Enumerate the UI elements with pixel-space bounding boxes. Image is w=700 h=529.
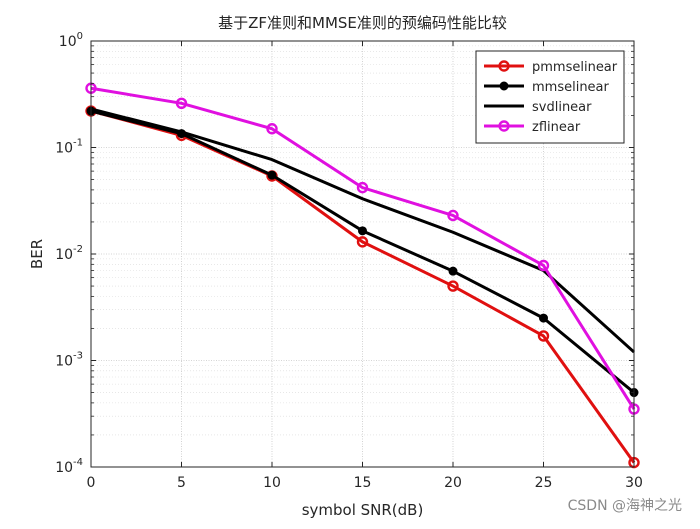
y-tick-label: 10-2	[55, 244, 83, 263]
x-tick-label: 20	[444, 475, 462, 491]
x-tick-label: 10	[263, 475, 281, 491]
legend-marker	[498, 120, 510, 132]
y-tick-label: 10-1	[55, 138, 83, 157]
data-point	[448, 266, 458, 276]
data-point	[358, 226, 367, 236]
chart-title: 基于ZF准则和MMSE准则的预编码性能比较	[218, 14, 507, 32]
y-tick-label: 100	[59, 31, 83, 50]
data-point	[539, 313, 548, 323]
data-point	[175, 97, 188, 110]
legend-label: svdlinear	[532, 100, 592, 115]
x-tick-label: 25	[535, 475, 553, 491]
x-tick-label: 0	[87, 475, 96, 491]
data-point	[356, 181, 369, 194]
series-zflinear	[85, 82, 640, 415]
x-axis-label: symbol SNR(dB)	[302, 501, 424, 519]
data-point	[537, 259, 550, 272]
data-point	[267, 170, 277, 180]
watermark: CSDN @海神之光	[567, 498, 682, 514]
data-point	[447, 280, 459, 292]
legend-marker	[498, 60, 510, 72]
data-point	[447, 209, 459, 222]
x-tick-label: 15	[354, 475, 372, 491]
legend: pmmselinear mmselinear svdlinear zflinear	[475, 50, 625, 144]
data-point	[537, 330, 550, 342]
legend-label: pmmselinear	[532, 60, 618, 75]
legend-label: zflinear	[532, 120, 581, 135]
x-tick-label: 5	[177, 475, 186, 491]
y-axis-label: BER	[28, 239, 46, 269]
x-tick-label: 30	[625, 475, 643, 491]
legend-label: mmselinear	[532, 80, 610, 95]
y-tick-label: 10-3	[55, 351, 83, 370]
series-line-zflinear	[90, 86, 636, 410]
legend-marker	[499, 81, 509, 91]
data-point	[356, 236, 369, 248]
data-point	[266, 123, 278, 135]
y-tick-label: 10-4	[55, 457, 83, 476]
